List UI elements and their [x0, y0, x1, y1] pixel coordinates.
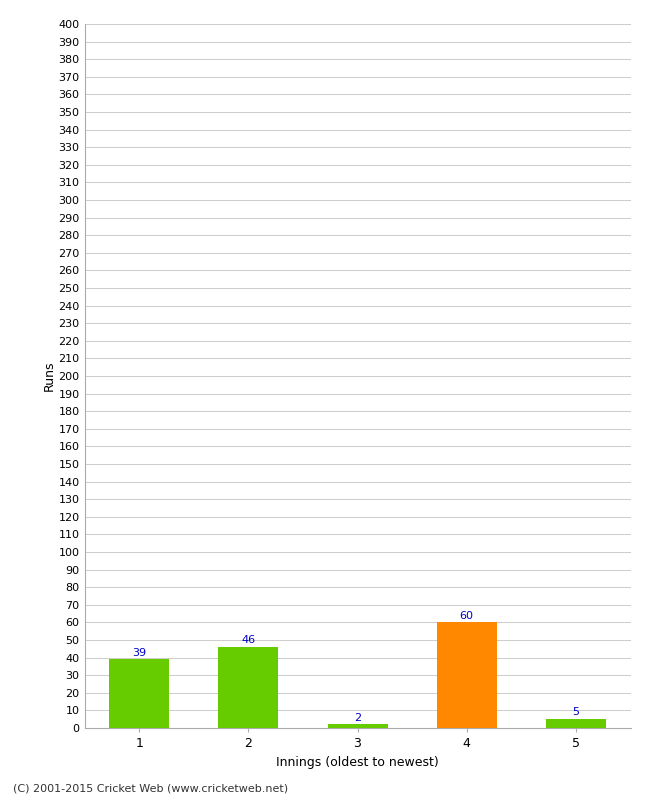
Text: 60: 60 — [460, 610, 474, 621]
Bar — [546, 719, 606, 728]
Bar — [109, 659, 169, 728]
Y-axis label: Runs: Runs — [43, 361, 56, 391]
Bar — [437, 622, 497, 728]
Text: (C) 2001-2015 Cricket Web (www.cricketweb.net): (C) 2001-2015 Cricket Web (www.cricketwe… — [13, 784, 288, 794]
Text: 5: 5 — [572, 707, 579, 718]
Text: 39: 39 — [132, 648, 146, 658]
Text: 2: 2 — [354, 713, 361, 722]
Bar — [218, 647, 278, 728]
X-axis label: Innings (oldest to newest): Innings (oldest to newest) — [276, 755, 439, 769]
Bar — [328, 725, 387, 728]
Text: 46: 46 — [241, 635, 255, 646]
